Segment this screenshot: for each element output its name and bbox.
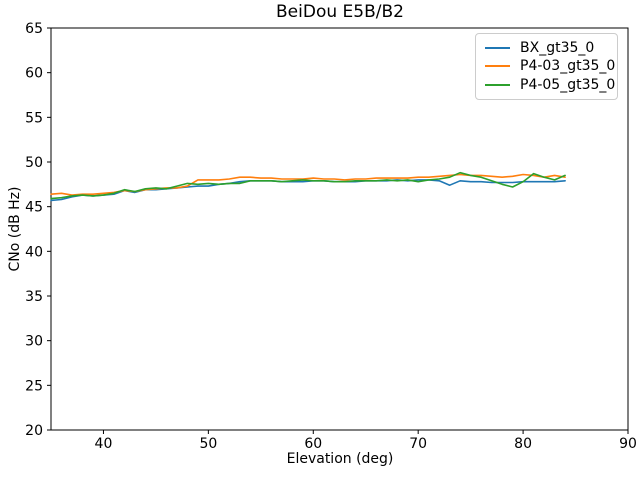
- x-tick-label: 90: [619, 436, 637, 452]
- y-tick-label: 60: [25, 66, 43, 82]
- y-tick-label: 65: [25, 21, 43, 37]
- x-axis-label: Elevation (deg): [286, 451, 394, 467]
- legend-item: P4-03_gt35_0: [485, 57, 615, 75]
- legend-label: P4-03_gt35_0: [520, 58, 616, 75]
- y-tick-label: 50: [25, 155, 43, 171]
- legend-item: BX_gt35_0: [485, 39, 608, 57]
- y-tick-label: 25: [25, 378, 43, 394]
- x-tick-label: 40: [95, 436, 113, 452]
- legend-label: P4-05_gt35_0: [520, 76, 616, 93]
- y-tick-label: 35: [25, 289, 43, 305]
- legend-item: P4-05_gt35_0: [485, 76, 615, 94]
- x-tick-label: 50: [199, 436, 217, 452]
- legend-line-swatch-orange: [485, 65, 510, 68]
- y-tick-label: 40: [25, 244, 43, 260]
- y-axis-label: CNo (dB Hz): [7, 186, 23, 272]
- series-line-P4-05_gt35_0: [50, 171, 566, 200]
- legend-line-swatch-blue: [485, 47, 510, 50]
- legend: BX_gt35_0 P4-03_gt35_0 P4-05_gt35_0: [475, 33, 618, 100]
- x-tick-label: 60: [304, 436, 322, 452]
- y-tick-label: 55: [25, 110, 43, 126]
- chart-title: BeiDou E5B/B2: [276, 2, 404, 22]
- x-tick-label: 80: [514, 436, 532, 452]
- legend-label: BX_gt35_0: [520, 40, 595, 57]
- y-tick-label: 30: [25, 334, 43, 350]
- x-tick-label: 70: [409, 436, 427, 452]
- legend-line-swatch-green: [485, 83, 510, 86]
- axes-frame: [50, 27, 629, 431]
- y-tick-label: 20: [25, 423, 43, 439]
- y-tick-label: 45: [25, 200, 43, 216]
